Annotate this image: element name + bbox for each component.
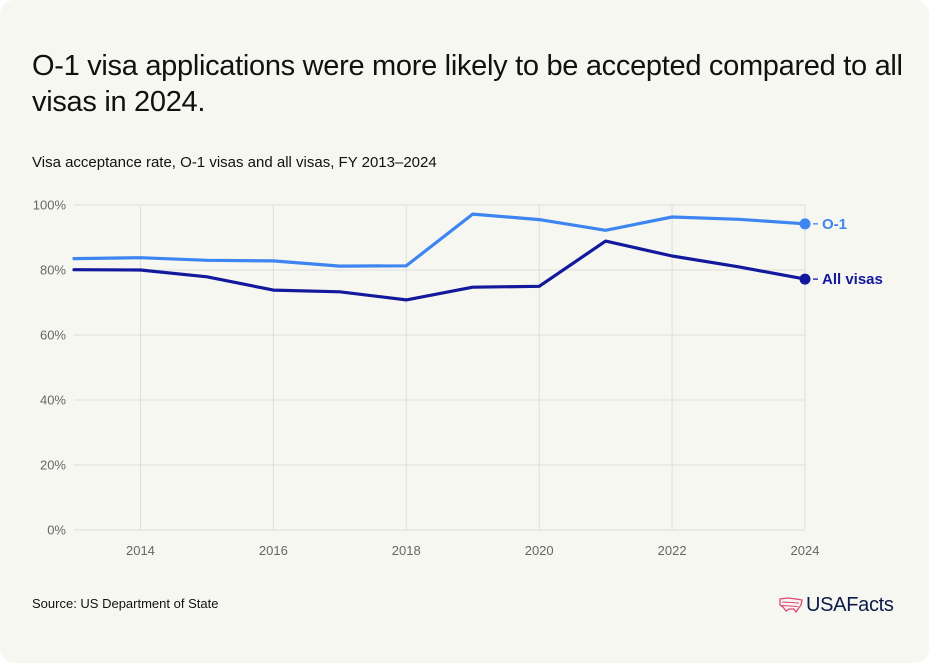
x-tick-label: 2022 (658, 543, 687, 558)
series-label-o1: O-1 (822, 216, 847, 233)
x-tick-label: 2020 (525, 543, 554, 558)
series-end-point-o1 (799, 218, 811, 230)
series-line-o1 (72, 212, 807, 268)
chart-title: O-1 visa applications were more likely t… (32, 50, 903, 118)
series-end-point-all-visas (799, 273, 811, 285)
series-labels: O-1 All visas (813, 216, 883, 288)
y-tick-label: 60% (40, 328, 66, 343)
y-tick-label: 40% (40, 393, 66, 408)
y-tick-label: 20% (40, 458, 66, 473)
x-tick-label: 2016 (259, 543, 288, 558)
series-lines (72, 212, 811, 302)
y-tick-label: 80% (40, 263, 66, 278)
us-map-icon (779, 597, 803, 614)
grid-lines (74, 204, 806, 531)
x-tick-label: 2024 (791, 543, 820, 558)
chart-subtitle: Visa acceptance rate, O-1 visas and all … (32, 154, 437, 171)
y-tick-label: 100% (33, 198, 67, 213)
usafacts-logo: USAFacts (779, 591, 894, 619)
source-note: Source: US Department of State (32, 596, 219, 611)
series-label-all-visas: All visas (822, 271, 883, 288)
logo-text: USAFacts (806, 593, 894, 616)
x-tick-label: 2018 (392, 543, 421, 558)
x-tick-label: 2014 (126, 543, 155, 558)
axis-labels: 0% 20% 40% 60% 80% 100% 2014 2016 2018 2020 2022 20… (33, 198, 820, 559)
y-tick-label: 0% (47, 523, 66, 538)
series-line-all-visas (72, 239, 807, 302)
